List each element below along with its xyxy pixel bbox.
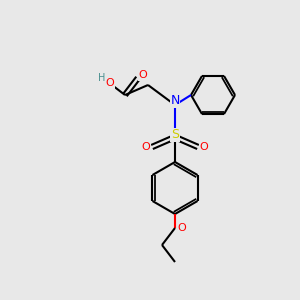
- Text: N: N: [170, 94, 180, 107]
- Text: O: O: [106, 78, 114, 88]
- Text: S: S: [171, 128, 179, 142]
- Text: O: O: [142, 142, 150, 152]
- Text: O: O: [139, 70, 147, 80]
- Text: O: O: [200, 142, 208, 152]
- Text: H: H: [98, 73, 106, 83]
- Text: O: O: [178, 223, 186, 233]
